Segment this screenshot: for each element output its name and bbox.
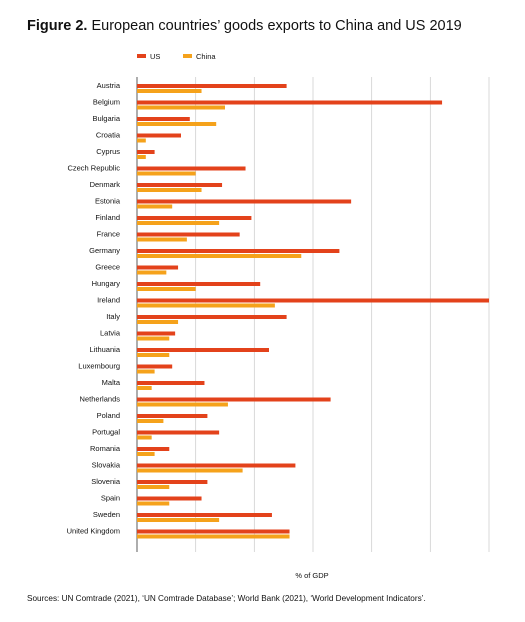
category-label: Estonia: [95, 196, 121, 205]
category-label: Luxembourg: [78, 361, 120, 370]
bar-series: [137, 84, 489, 539]
figure-title-text: European countries’ goods exports to Chi…: [91, 18, 462, 34]
source-note: Sources: UN Comtrade (2021), ‘UN Comtrad…: [27, 594, 426, 603]
category-label: Slovakia: [92, 460, 121, 469]
category-label: Portugal: [92, 427, 120, 436]
bar-us: [137, 414, 208, 418]
bar-us: [137, 315, 287, 319]
bar-us: [137, 298, 489, 303]
legend-swatch-china: [183, 54, 192, 58]
bar-chart: US China Austria Belgium Bulgaria Croatia Cyp…: [67, 52, 490, 580]
bar-us: [137, 150, 155, 154]
category-label: Austria: [97, 81, 121, 90]
bar-china: [137, 518, 220, 522]
category-label: Greece: [95, 262, 120, 271]
category-label: Poland: [97, 411, 120, 420]
category-label: Czech Republic: [67, 163, 120, 172]
bar-china: [137, 402, 228, 407]
bar-china: [137, 501, 170, 506]
bar-us: [137, 480, 208, 484]
category-labels: Austria Belgium Bulgaria Croatia Cyprus Czech…: [67, 81, 121, 535]
figure-label: Figure 2.: [27, 18, 88, 34]
bar-us: [137, 364, 173, 369]
bar-china: [137, 336, 170, 341]
bar-us: [137, 249, 340, 253]
category-label: Finland: [95, 213, 120, 222]
bar-china: [137, 287, 196, 291]
bar-china: [137, 254, 302, 258]
bar-us: [137, 183, 223, 187]
bar-china: [137, 468, 243, 473]
bar-us: [137, 216, 252, 220]
bar-us: [137, 430, 220, 435]
bar-us: [137, 397, 331, 402]
category-label: Ireland: [97, 295, 120, 304]
bar-us: [137, 100, 443, 105]
category-label: France: [97, 229, 120, 238]
legend-swatch-us: [137, 54, 146, 58]
bar-china: [137, 171, 196, 176]
category-label: Cyprus: [96, 147, 120, 156]
category-label: Italy: [106, 312, 120, 321]
category-label: Belgium: [93, 97, 120, 106]
bar-china: [137, 270, 167, 275]
category-label: Netherlands: [80, 394, 121, 403]
bar-us: [137, 133, 181, 138]
bar-us: [137, 84, 287, 88]
bar-us: [137, 166, 246, 171]
bar-us: [137, 529, 290, 534]
bar-china: [137, 353, 170, 357]
category-label: Slovenia: [91, 477, 121, 486]
category-label: Romania: [90, 444, 121, 453]
category-label: Croatia: [96, 130, 121, 139]
bar-us: [137, 282, 261, 286]
bar-china: [137, 320, 179, 324]
bar-us: [137, 199, 352, 204]
bar-china: [137, 204, 173, 209]
category-label: Malta: [102, 378, 121, 387]
bar-us: [137, 348, 269, 352]
category-label: Sweden: [93, 510, 120, 519]
chart-title: Figure 2. European countries’ goods expo…: [27, 18, 462, 34]
legend-label-china: China: [196, 52, 216, 61]
bar-us: [137, 117, 190, 121]
bar-china: [137, 452, 155, 456]
category-label: Germany: [89, 246, 120, 255]
bar-china: [137, 369, 155, 374]
bar-us: [137, 463, 296, 468]
bar-us: [137, 496, 202, 501]
bar-china: [137, 89, 202, 93]
bar-china: [137, 105, 225, 110]
category-label: Hungary: [92, 279, 121, 288]
category-label: Denmark: [90, 180, 121, 189]
bar-us: [137, 447, 170, 451]
category-label: Bulgaria: [92, 114, 120, 123]
category-label: Latvia: [100, 328, 121, 337]
bar-china: [137, 386, 152, 390]
bar-us: [137, 381, 205, 385]
bar-china: [137, 435, 152, 440]
bar-us: [137, 265, 179, 270]
bar-china: [137, 138, 146, 143]
bar-china: [137, 419, 164, 423]
category-label: Lithuania: [90, 345, 121, 354]
bar-china: [137, 485, 170, 489]
x-axis-label: % of GDP: [295, 571, 328, 580]
bar-us: [137, 331, 176, 336]
bar-china: [137, 188, 202, 192]
gridlines: [136, 77, 490, 552]
legend: US China: [137, 52, 216, 61]
bar-china: [137, 303, 275, 308]
bar-us: [137, 513, 272, 517]
category-label: Spain: [101, 493, 120, 502]
legend-label-us: US: [150, 52, 160, 61]
bar-us: [137, 232, 240, 237]
bar-china: [137, 155, 146, 159]
bar-china: [137, 534, 290, 539]
bar-china: [137, 122, 217, 126]
bar-china: [137, 237, 187, 242]
category-label: United Kingdom: [67, 526, 120, 535]
bar-china: [137, 221, 220, 225]
